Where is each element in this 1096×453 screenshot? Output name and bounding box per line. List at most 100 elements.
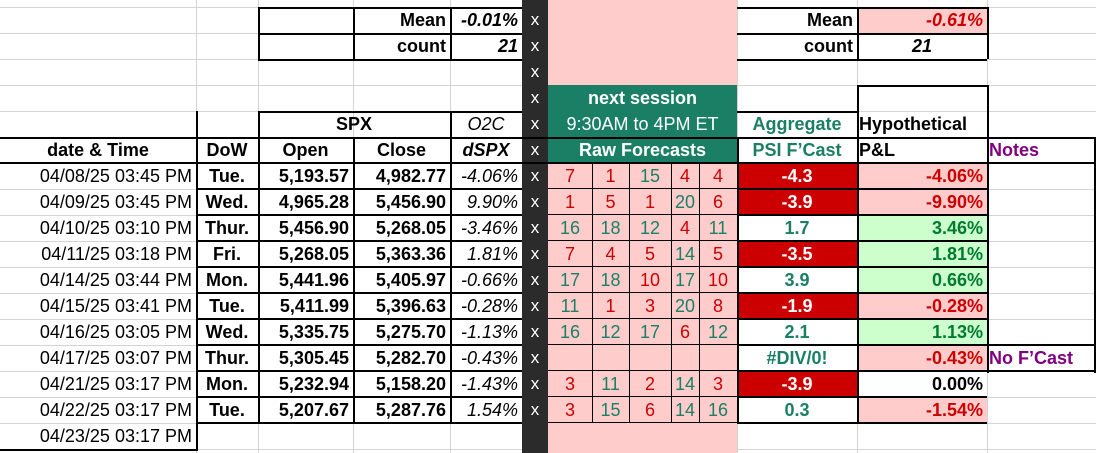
psi-forecast-cell[interactable]: #DIV/0! (766, 348, 828, 368)
x-mark[interactable]: x (530, 348, 540, 367)
pl-cell[interactable]: 3.46% (857, 215, 987, 241)
close-cell[interactable] (353, 423, 450, 449)
forecast-cell[interactable]: 14 (674, 374, 696, 394)
open-cell[interactable]: 5,456.90 (278, 218, 349, 238)
notes-cell[interactable] (987, 423, 1096, 449)
mean-value[interactable]: -0.01% (460, 10, 518, 30)
notes-cell[interactable] (987, 163, 1096, 189)
forecast-cell[interactable]: 20 (674, 192, 696, 212)
psi-forecast-cell[interactable]: -3.9 (737, 371, 857, 397)
forecast-cell[interactable]: 12 (600, 322, 621, 342)
open-cell[interactable]: 5,207.67 (278, 400, 349, 420)
header-close[interactable]: Close (376, 140, 427, 160)
dspx-cell[interactable]: 1.54% (466, 400, 518, 420)
pl-cell[interactable]: -1.54% (857, 397, 987, 423)
mean-label-right[interactable]: Mean (806, 10, 853, 30)
psi-forecast-cell[interactable]: 3.9 (784, 270, 810, 290)
psi-forecast-cell[interactable]: -1.9 (737, 293, 857, 319)
forecast-cell[interactable]: 16 (559, 322, 581, 342)
forecast-cell[interactable]: 1 (605, 166, 616, 186)
psi-forecast-cell[interactable] (737, 423, 857, 449)
forecast-cell[interactable] (548, 345, 592, 371)
psi-forecast-cell[interactable]: -3.9 (737, 189, 857, 215)
forecast-cell[interactable] (671, 345, 699, 371)
header-next-session[interactable]: next session (548, 85, 737, 111)
forecast-cell[interactable]: 14 (674, 400, 696, 420)
x-mark[interactable]: x (530, 192, 540, 211)
dspx-cell[interactable]: 9.90% (466, 192, 518, 212)
x-mark[interactable]: x (530, 88, 540, 107)
pl-cell[interactable]: -0.43% (857, 345, 987, 371)
close-cell[interactable]: 5,287.76 (375, 400, 446, 420)
header-notes[interactable]: Notes (989, 140, 1040, 160)
forecast-cell[interactable]: 3 (712, 374, 723, 394)
dow-cell[interactable] (196, 423, 258, 449)
close-cell[interactable]: 5,405.97 (375, 270, 446, 290)
forecast-cell[interactable]: 4 (712, 166, 723, 186)
notes-cell[interactable] (987, 319, 1096, 345)
notes-cell[interactable] (987, 215, 1096, 241)
forecast-cell[interactable]: 11 (601, 374, 620, 394)
notes-cell[interactable] (987, 267, 1096, 293)
header-dow[interactable]: DoW (206, 140, 248, 160)
notes-cell[interactable]: No F’Cast (989, 348, 1074, 368)
x-mark[interactable]: x (530, 218, 540, 237)
forecast-cell[interactable]: 6 (644, 400, 655, 420)
open-cell[interactable]: 5,335.75 (278, 322, 349, 342)
notes-cell[interactable] (987, 189, 1096, 215)
forecast-cell[interactable]: 6 (679, 322, 690, 342)
forecast-cell[interactable]: 5 (644, 244, 655, 264)
forecast-cell[interactable]: 11 (708, 218, 728, 238)
date-time-cell[interactable]: 04/08/25 03:45 PM (39, 166, 192, 186)
forecast-cell[interactable]: 17 (674, 270, 696, 290)
open-cell[interactable]: 5,411.99 (279, 296, 349, 316)
header-session-hours[interactable]: 9:30AM to 4PM ET (548, 111, 737, 137)
dspx-cell[interactable]: -4.06% (460, 166, 518, 186)
forecast-cell[interactable]: 3 (564, 374, 575, 394)
dow-cell[interactable]: Tue. (209, 166, 245, 186)
close-cell[interactable]: 5,456.90 (375, 192, 446, 212)
forecast-cell[interactable] (629, 423, 671, 449)
header-open[interactable]: Open (282, 140, 329, 160)
notes-cell[interactable] (987, 397, 1096, 423)
forecast-cell[interactable]: 12 (707, 322, 729, 342)
header-raw-forecasts[interactable]: Raw Forecasts (548, 137, 737, 163)
pl-cell[interactable]: -9.90% (857, 189, 987, 215)
forecast-cell[interactable]: 10 (639, 270, 661, 290)
header-o2c[interactable]: O2C (467, 114, 505, 134)
forecast-cell[interactable]: 5 (605, 192, 616, 212)
forecast-cell[interactable]: 6 (712, 192, 723, 212)
forecast-cell[interactable]: 4 (679, 218, 690, 238)
dspx-cell[interactable]: -1.43% (460, 374, 518, 394)
forecast-cell[interactable]: 18 (600, 270, 621, 290)
dspx-cell[interactable]: 1.81% (466, 244, 518, 264)
open-cell[interactable]: 5,193.57 (278, 166, 349, 186)
dow-cell[interactable]: Thur. (205, 348, 249, 368)
dspx-cell[interactable]: -1.13% (460, 322, 518, 342)
forecast-cell[interactable]: 1 (605, 296, 616, 316)
dspx-cell[interactable]: -3.46% (460, 218, 518, 238)
date-time-cell[interactable]: 04/16/25 03:05 PM (39, 322, 192, 342)
dow-cell[interactable]: Mon. (206, 270, 248, 290)
date-time-cell[interactable]: 04/21/25 03:17 PM (39, 374, 192, 394)
psi-forecast-cell[interactable]: 1.7 (784, 218, 810, 238)
date-time-cell[interactable]: 04/11/25 03:18 PM (41, 244, 192, 264)
close-cell[interactable]: 5,363.36 (375, 244, 446, 264)
dow-cell[interactable]: Thur. (205, 218, 249, 238)
count-value[interactable]: 21 (497, 36, 518, 56)
open-cell[interactable]: 5,441.96 (278, 270, 349, 290)
date-time-cell[interactable]: 04/09/25 03:45 PM (39, 192, 192, 212)
pl-cell[interactable]: -0.28% (857, 293, 987, 319)
forecast-cell[interactable]: 5 (712, 244, 723, 264)
pl-cell[interactable]: 1.81% (857, 241, 987, 267)
notes-cell[interactable] (987, 293, 1096, 319)
psi-forecast-cell[interactable]: 0.3 (784, 400, 810, 420)
forecast-cell[interactable] (592, 423, 629, 449)
forecast-cell[interactable] (671, 423, 699, 449)
date-time-cell[interactable]: 04/15/25 03:41 PM (39, 296, 192, 316)
forecast-cell[interactable]: 3 (644, 296, 655, 316)
close-cell[interactable]: 5,275.70 (375, 322, 446, 342)
notes-cell[interactable] (987, 241, 1096, 267)
forecast-cell[interactable]: 12 (639, 218, 661, 238)
